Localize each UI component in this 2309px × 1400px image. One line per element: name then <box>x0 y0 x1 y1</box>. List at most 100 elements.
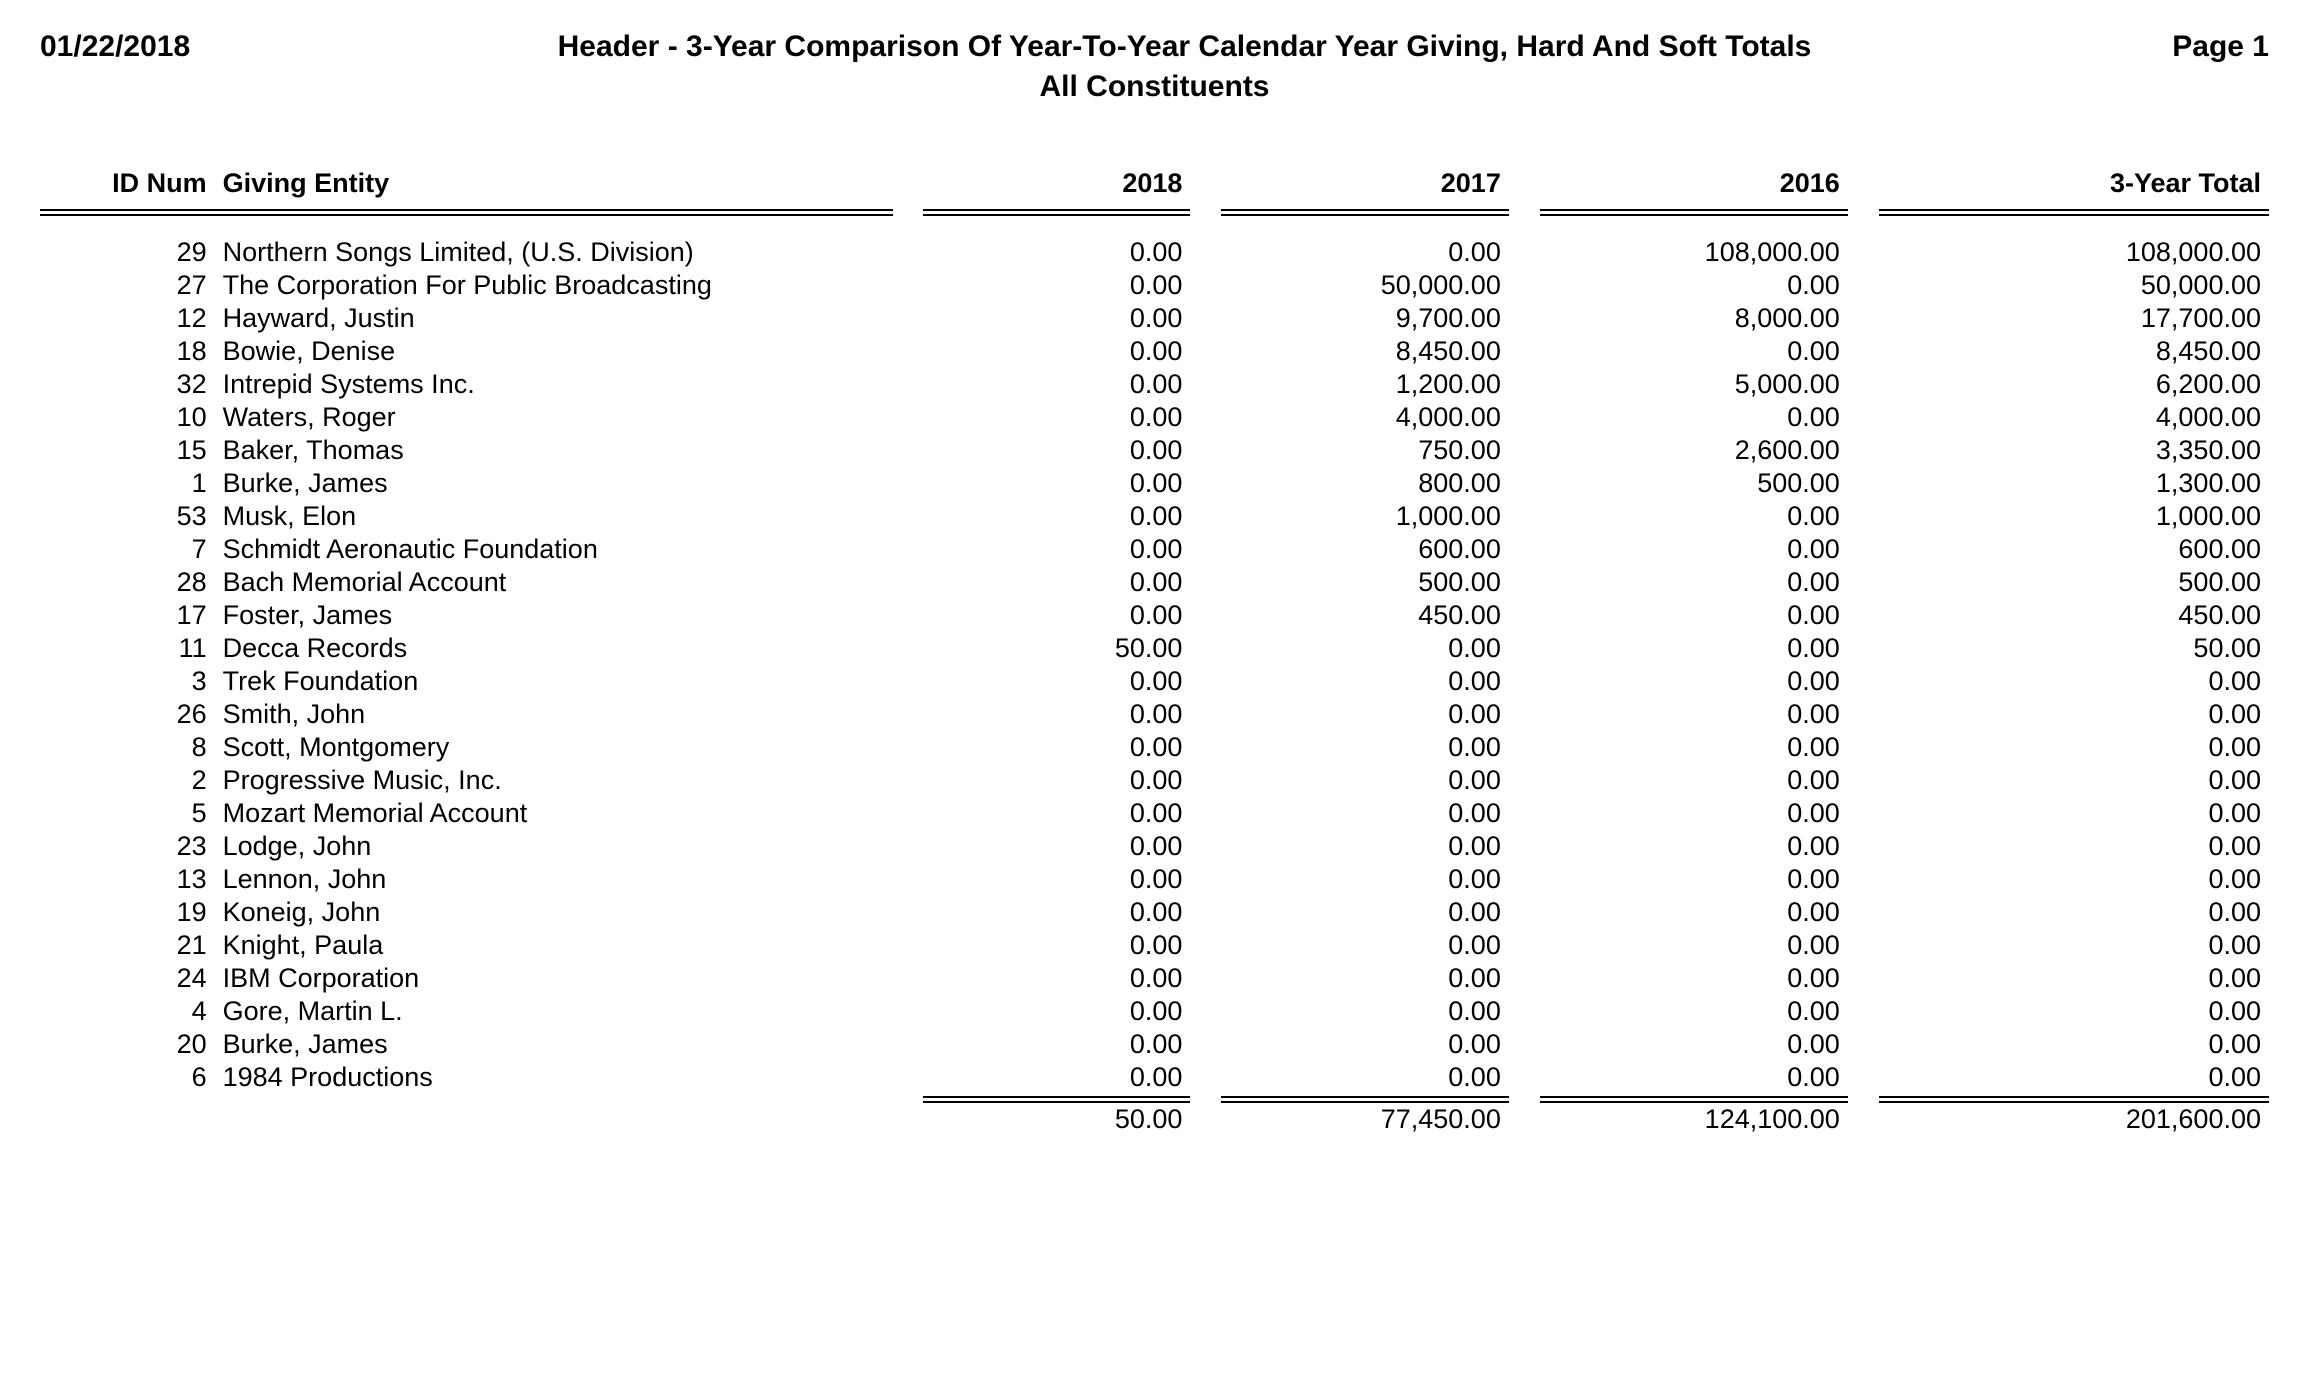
table-row: 15Baker, Thomas0.00750.002,600.003,350.0… <box>40 434 2269 467</box>
cell-2016: 5,000.00 <box>1540 368 1848 401</box>
header-rule-row <box>40 207 2269 216</box>
cell-id: 53 <box>40 500 215 533</box>
cell-total: 500.00 <box>1879 566 2269 599</box>
cell-id: 27 <box>40 269 215 302</box>
cell-total: 0.00 <box>1879 962 2269 995</box>
cell-2017: 800.00 <box>1221 467 1509 500</box>
cell-2016: 0.00 <box>1540 698 1848 731</box>
cell-2017: 0.00 <box>1221 896 1509 929</box>
cell-2018: 0.00 <box>923 1061 1190 1094</box>
cell-2016: 0.00 <box>1540 995 1848 1028</box>
cell-2017: 0.00 <box>1221 962 1509 995</box>
cell-2018: 0.00 <box>923 434 1190 467</box>
table-row: 17Foster, James0.00450.000.00450.00 <box>40 599 2269 632</box>
col-header-id: ID Num <box>40 164 215 207</box>
cell-id: 23 <box>40 830 215 863</box>
cell-2016: 0.00 <box>1540 929 1848 962</box>
cell-2017: 0.00 <box>1221 632 1509 665</box>
cell-id: 7 <box>40 533 215 566</box>
cell-entity: Baker, Thomas <box>215 434 893 467</box>
cell-2016: 0.00 <box>1540 401 1848 434</box>
cell-total: 6,200.00 <box>1879 368 2269 401</box>
cell-2016: 0.00 <box>1540 335 1848 368</box>
cell-2017: 0.00 <box>1221 1028 1509 1061</box>
cell-2016: 0.00 <box>1540 269 1848 302</box>
cell-entity: Mozart Memorial Account <box>215 797 893 830</box>
cell-2016: 0.00 <box>1540 962 1848 995</box>
table-row: 24IBM Corporation0.000.000.000.00 <box>40 962 2269 995</box>
cell-2017: 500.00 <box>1221 566 1509 599</box>
cell-total: 0.00 <box>1879 830 2269 863</box>
cell-id: 15 <box>40 434 215 467</box>
cell-2017: 0.00 <box>1221 830 1509 863</box>
cell-2018: 0.00 <box>923 962 1190 995</box>
col-header-2017: 2017 <box>1221 164 1509 207</box>
table-row: 1Burke, James0.00800.00500.001,300.00 <box>40 467 2269 500</box>
report-header: 01/22/2018 Header - 3-Year Comparison Of… <box>40 30 2269 64</box>
cell-total: 0.00 <box>1879 797 2269 830</box>
cell-2018: 0.00 <box>923 599 1190 632</box>
cell-id: 19 <box>40 896 215 929</box>
cell-entity: 1984 Productions <box>215 1061 893 1094</box>
cell-2018: 50.00 <box>923 632 1190 665</box>
cell-id: 26 <box>40 698 215 731</box>
report-title: Header - 3-Year Comparison Of Year-To-Ye… <box>300 30 2069 64</box>
table-row: 8Scott, Montgomery0.000.000.000.00 <box>40 731 2269 764</box>
cell-total: 0.00 <box>1879 731 2269 764</box>
cell-2018: 0.00 <box>923 269 1190 302</box>
cell-total: 0.00 <box>1879 665 2269 698</box>
cell-id: 1 <box>40 467 215 500</box>
totals-row: 50.00 77,450.00 124,100.00 201,600.00 <box>40 1103 2269 1136</box>
cell-2016: 0.00 <box>1540 764 1848 797</box>
cell-2018: 0.00 <box>923 764 1190 797</box>
total-2017: 77,450.00 <box>1221 1103 1509 1136</box>
cell-2018: 0.00 <box>923 566 1190 599</box>
cell-total: 0.00 <box>1879 929 2269 962</box>
cell-2016: 8,000.00 <box>1540 302 1848 335</box>
cell-total: 50.00 <box>1879 632 2269 665</box>
cell-2017: 450.00 <box>1221 599 1509 632</box>
cell-2018: 0.00 <box>923 302 1190 335</box>
cell-total: 450.00 <box>1879 599 2269 632</box>
report-subtitle: All Constituents <box>40 70 2269 104</box>
table-row: 20Burke, James0.000.000.000.00 <box>40 1028 2269 1061</box>
cell-id: 21 <box>40 929 215 962</box>
table-row: 32Intrepid Systems Inc.0.001,200.005,000… <box>40 368 2269 401</box>
cell-2017: 0.00 <box>1221 665 1509 698</box>
cell-id: 3 <box>40 665 215 698</box>
cell-id: 4 <box>40 995 215 1028</box>
cell-id: 24 <box>40 962 215 995</box>
cell-2018: 0.00 <box>923 731 1190 764</box>
cell-entity: Smith, John <box>215 698 893 731</box>
cell-total: 1,000.00 <box>1879 500 2269 533</box>
table-row: 61984 Productions0.000.000.000.00 <box>40 1061 2269 1094</box>
cell-id: 13 <box>40 863 215 896</box>
total-3year: 201,600.00 <box>1879 1103 2269 1136</box>
cell-id: 28 <box>40 566 215 599</box>
cell-2017: 750.00 <box>1221 434 1509 467</box>
total-2018: 50.00 <box>923 1103 1190 1136</box>
table-row: 23Lodge, John0.000.000.000.00 <box>40 830 2269 863</box>
cell-entity: Lennon, John <box>215 863 893 896</box>
table-row: 18Bowie, Denise0.008,450.000.008,450.00 <box>40 335 2269 368</box>
cell-id: 32 <box>40 368 215 401</box>
cell-entity: Decca Records <box>215 632 893 665</box>
table-row: 13Lennon, John0.000.000.000.00 <box>40 863 2269 896</box>
table-row: 29Northern Songs Limited, (U.S. Division… <box>40 236 2269 269</box>
cell-2016: 500.00 <box>1540 467 1848 500</box>
table-row: 12Hayward, Justin0.009,700.008,000.0017,… <box>40 302 2269 335</box>
cell-total: 1,300.00 <box>1879 467 2269 500</box>
cell-id: 6 <box>40 1061 215 1094</box>
table-row: 19Koneig, John0.000.000.000.00 <box>40 896 2269 929</box>
table-row: 27The Corporation For Public Broadcastin… <box>40 269 2269 302</box>
cell-2016: 2,600.00 <box>1540 434 1848 467</box>
cell-2016: 108,000.00 <box>1540 236 1848 269</box>
cell-entity: Bach Memorial Account <box>215 566 893 599</box>
cell-id: 10 <box>40 401 215 434</box>
table-row: 4Gore, Martin L.0.000.000.000.00 <box>40 995 2269 1028</box>
cell-entity: Scott, Montgomery <box>215 731 893 764</box>
cell-entity: Progressive Music, Inc. <box>215 764 893 797</box>
table-row: 10Waters, Roger0.004,000.000.004,000.00 <box>40 401 2269 434</box>
cell-2017: 0.00 <box>1221 797 1509 830</box>
cell-2017: 0.00 <box>1221 731 1509 764</box>
